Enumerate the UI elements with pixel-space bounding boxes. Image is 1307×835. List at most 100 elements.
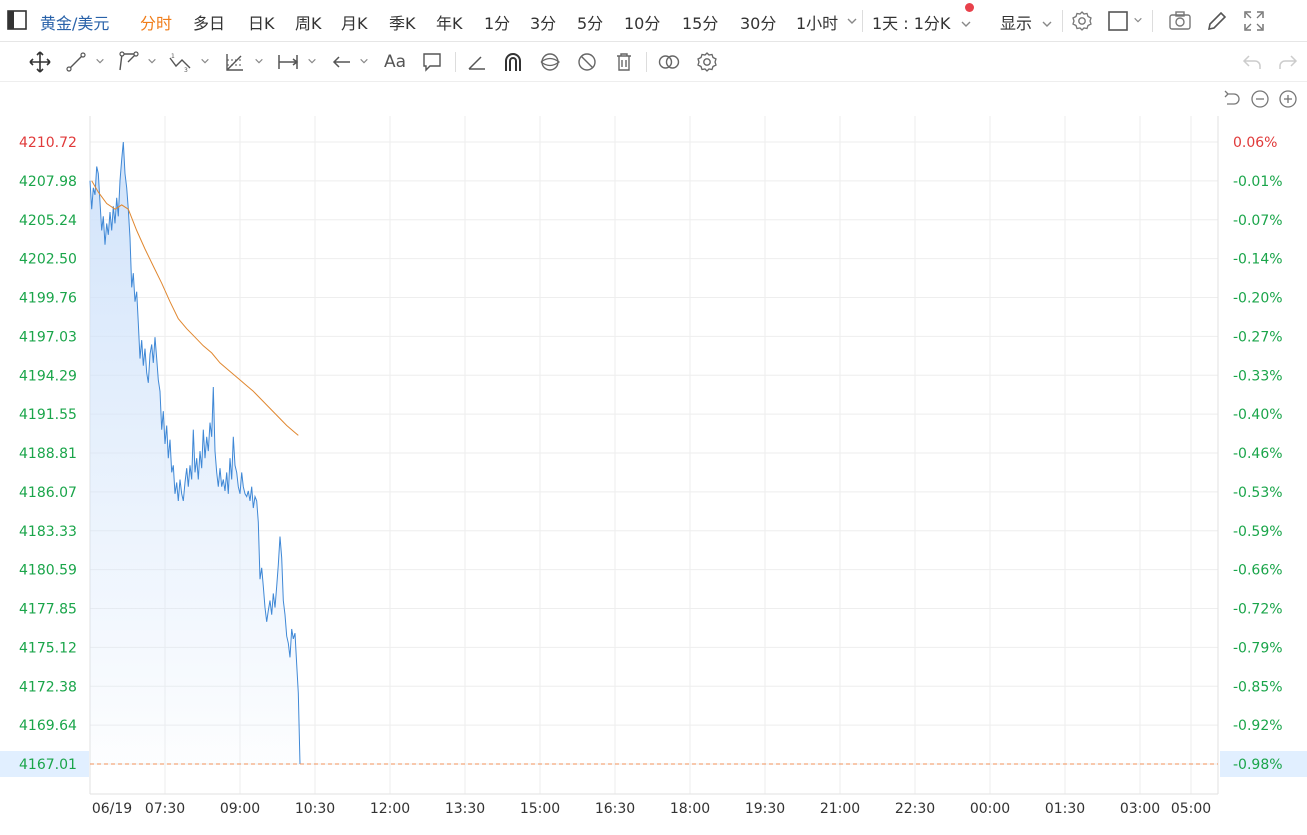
settings-icon[interactable] (695, 50, 719, 74)
pct-tick-label: -0.40% (1233, 407, 1283, 423)
tab-1[interactable]: 多日 (193, 14, 226, 33)
measure-tool-icon[interactable] (276, 50, 300, 74)
sidebar-toggle-icon[interactable] (6, 9, 28, 31)
tab-9[interactable]: 5分 (577, 14, 604, 33)
compare-icon[interactable] (657, 50, 681, 74)
pct-tick-label: -0.72% (1233, 602, 1283, 618)
display-menu-label: 显示 (1000, 14, 1033, 33)
last-price-label: 4167.01 (19, 757, 77, 773)
tab-13[interactable]: 1小时 (796, 14, 839, 33)
text-tool-icon[interactable]: Aa (384, 52, 407, 72)
chevron-down-icon[interactable] (200, 56, 210, 66)
period-select[interactable]: 1天 : 1分K (872, 10, 972, 34)
tab-11[interactable]: 15分 (682, 14, 719, 33)
symbol-title: 黄金/美元 (40, 14, 110, 33)
y-tick-label: 4191.55 (19, 407, 77, 423)
settings-icon[interactable] (1070, 9, 1094, 33)
price-line (89, 141, 301, 765)
chevron-down-icon[interactable] (359, 56, 369, 66)
last-pct-bg (1220, 751, 1307, 777)
y-tick-label: 4207.98 (19, 174, 77, 190)
pct-tick-label: -0.59% (1233, 524, 1283, 540)
layout-icon[interactable] (1106, 9, 1130, 33)
tab-0[interactable]: 分时 (140, 14, 173, 33)
redo-icon[interactable] (1276, 50, 1300, 74)
display-menu[interactable]: 显示 (1000, 10, 1053, 34)
arrow-tool-icon[interactable] (330, 50, 354, 74)
top-bar: 黄金/美元 分时 多日 日K 周K 月K 季K 年K 1分 3分 5分 10分 15分 30分 1小时 1… (0, 0, 1307, 42)
y-tick-label: 4194.29 (19, 368, 77, 384)
angle-tool-icon[interactable] (465, 50, 489, 74)
zoom-in-icon[interactable] (1278, 89, 1298, 109)
y-tick-label: 4205.24 (19, 213, 77, 229)
note-tool-icon[interactable] (420, 50, 444, 74)
tab-12[interactable]: 30分 (740, 14, 777, 33)
pct-tick-label: -0.46% (1233, 446, 1283, 462)
price-area (90, 142, 300, 764)
x-tick-label: 03:00 (1120, 801, 1160, 817)
x-tick-label: 01:30 (1045, 801, 1085, 817)
tab-3[interactable]: 周K (295, 14, 322, 33)
x-tick-label: 13:30 (445, 801, 485, 817)
x-tick-label: 12:00 (370, 801, 410, 817)
tab-7[interactable]: 1分 (484, 14, 511, 33)
pct-tick-label: -0.20% (1233, 291, 1283, 307)
camera-icon[interactable] (1168, 9, 1192, 33)
chevron-down-icon (961, 21, 971, 27)
pct-tick-label: -0.79% (1233, 640, 1283, 656)
notification-dot (965, 3, 974, 12)
pct-tick-label: -0.85% (1233, 679, 1283, 695)
pencil-icon[interactable] (1205, 9, 1229, 33)
chevron-down-icon[interactable] (147, 56, 157, 66)
chevron-down-icon[interactable] (307, 56, 317, 66)
x-tick-label: 10:30 (295, 801, 335, 817)
tab-10[interactable]: 10分 (624, 14, 661, 33)
reset-zoom-icon[interactable] (1222, 89, 1242, 109)
chevron-down-icon[interactable] (254, 56, 264, 66)
tab-5[interactable]: 季K (389, 14, 416, 33)
x-tick-label: 16:30 (595, 801, 635, 817)
pct-tick-label: 0.06% (1233, 135, 1277, 151)
tab-6[interactable]: 年K (436, 14, 463, 33)
y-tick-label: 4210.72 (19, 135, 77, 151)
y-tick-label: 4183.33 (19, 524, 77, 540)
pct-tick-label: -0.01% (1233, 174, 1283, 190)
tab-8[interactable]: 3分 (530, 14, 557, 33)
eye-icon[interactable] (538, 50, 562, 74)
price-chart[interactable]: 4210.72 0.06% 4207.98 -0.01% 4205.24 -0.07% 42… (0, 82, 1307, 835)
trash-icon[interactable] (612, 50, 636, 74)
tab-4[interactable]: 月K (341, 14, 368, 33)
y-tick-label: 4202.50 (19, 252, 77, 268)
x-tick-label: 09:00 (220, 801, 260, 817)
magnet-icon[interactable] (501, 50, 525, 74)
line-tool-icon[interactable] (64, 50, 88, 74)
y-tick-label: 4169.64 (19, 718, 77, 734)
pct-tick-label: -0.33% (1233, 368, 1283, 384)
chevron-down-icon[interactable] (846, 16, 858, 26)
x-tick-label: 05:00 (1171, 801, 1211, 817)
y-tick-label: 4186.07 (19, 485, 77, 501)
y-tick-label: 4180.59 (19, 563, 77, 579)
last-pct-label: -0.98% (1233, 757, 1283, 773)
x-tick-label: 15:00 (520, 801, 560, 817)
y-tick-label: 4199.76 (19, 291, 77, 307)
undo-icon[interactable] (1240, 50, 1264, 74)
wave-tool-icon[interactable]: 13 (168, 50, 192, 74)
tab-2[interactable]: 日K (248, 14, 275, 33)
chevron-down-icon[interactable] (1133, 15, 1143, 25)
move-icon[interactable] (28, 50, 52, 74)
y-tick-label: 4177.85 (19, 602, 77, 618)
hide-icon[interactable] (575, 50, 599, 74)
pct-tick-label: -0.53% (1233, 485, 1283, 501)
period-select-label: 1天 : 1分K (872, 14, 951, 33)
x-tick-label: 07:30 (145, 801, 185, 817)
polyline-tool-icon[interactable] (116, 50, 140, 74)
zoom-out-icon[interactable] (1250, 89, 1270, 109)
svg-text:3: 3 (184, 67, 188, 74)
y-tick-label: 4197.03 (19, 329, 77, 345)
fullscreen-icon[interactable] (1242, 9, 1266, 33)
fib-tool-icon[interactable] (223, 50, 247, 74)
y-tick-label: 4175.12 (19, 640, 77, 656)
chevron-down-icon[interactable] (95, 56, 105, 66)
